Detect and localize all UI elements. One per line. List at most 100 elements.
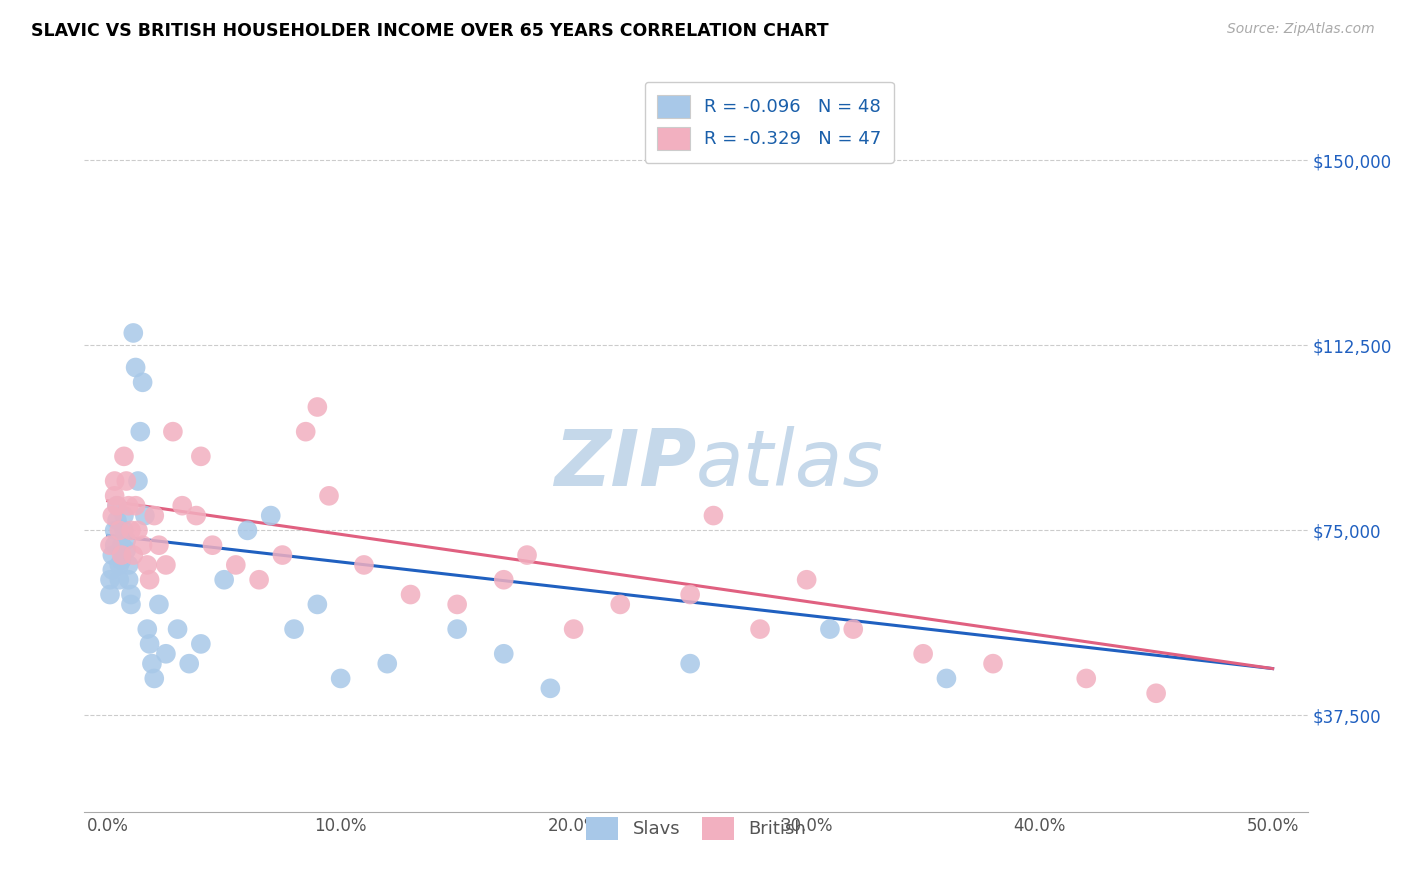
Point	[112, 450, 135, 464]
Point	[155, 647, 177, 661]
Point	[115, 474, 138, 488]
Point	[101, 548, 124, 562]
Point	[104, 474, 127, 488]
Point	[112, 508, 135, 523]
Point	[162, 425, 184, 439]
Point	[981, 657, 1004, 671]
Point	[190, 637, 212, 651]
Point	[236, 524, 259, 538]
Point	[108, 558, 131, 572]
Point	[446, 598, 468, 612]
Point	[127, 474, 149, 488]
Text: atlas: atlas	[696, 425, 884, 502]
Point	[912, 647, 935, 661]
Point	[172, 499, 194, 513]
Point	[1144, 686, 1167, 700]
Point	[294, 425, 316, 439]
Point	[143, 672, 166, 686]
Point	[117, 499, 139, 513]
Point	[247, 573, 270, 587]
Point	[127, 524, 149, 538]
Point	[318, 489, 340, 503]
Point	[115, 533, 138, 548]
Point	[399, 588, 422, 602]
Point	[101, 508, 124, 523]
Point	[271, 548, 294, 562]
Point	[98, 588, 121, 602]
Point	[375, 657, 398, 671]
Point	[148, 598, 170, 612]
Point	[112, 524, 135, 538]
Point	[492, 647, 515, 661]
Point	[120, 598, 142, 612]
Point	[155, 558, 177, 572]
Point	[105, 499, 128, 513]
Point	[818, 622, 841, 636]
Point	[225, 558, 247, 572]
Point	[186, 508, 208, 523]
Point	[138, 573, 160, 587]
Point	[201, 538, 224, 552]
Point	[129, 425, 152, 439]
Point	[143, 508, 166, 523]
Point	[935, 672, 957, 686]
Point	[1076, 672, 1098, 686]
Point	[111, 553, 134, 567]
Point	[141, 657, 163, 671]
Point	[516, 548, 538, 562]
Point	[609, 598, 631, 612]
Point	[108, 524, 131, 538]
Point	[138, 637, 160, 651]
Point	[353, 558, 375, 572]
Point	[679, 588, 702, 602]
Point	[136, 622, 159, 636]
Point	[104, 489, 127, 503]
Point	[134, 508, 156, 523]
Point	[122, 326, 145, 340]
Point	[105, 499, 128, 513]
Point	[122, 548, 145, 562]
Text: Source: ZipAtlas.com: Source: ZipAtlas.com	[1227, 22, 1375, 37]
Point	[131, 376, 153, 390]
Point	[148, 538, 170, 552]
Point	[260, 508, 283, 523]
Point	[117, 573, 139, 587]
Point	[124, 360, 146, 375]
Point	[111, 538, 134, 552]
Point	[842, 622, 865, 636]
Point	[749, 622, 772, 636]
Point	[538, 681, 561, 696]
Point	[190, 450, 212, 464]
Point	[101, 563, 124, 577]
Point	[105, 514, 128, 528]
Point	[115, 543, 138, 558]
Point	[179, 657, 201, 671]
Point	[796, 573, 818, 587]
Point	[679, 657, 702, 671]
Point	[124, 499, 146, 513]
Point	[562, 622, 585, 636]
Point	[283, 622, 305, 636]
Point	[307, 598, 329, 612]
Point	[111, 548, 134, 562]
Point	[131, 538, 153, 552]
Legend: Slavs, British: Slavs, British	[578, 809, 814, 847]
Point	[98, 573, 121, 587]
Point	[329, 672, 352, 686]
Point	[212, 573, 235, 587]
Point	[104, 538, 127, 552]
Point	[104, 524, 127, 538]
Point	[117, 558, 139, 572]
Point	[98, 538, 121, 552]
Point	[120, 524, 142, 538]
Point	[166, 622, 188, 636]
Text: SLAVIC VS BRITISH HOUSEHOLDER INCOME OVER 65 YEARS CORRELATION CHART: SLAVIC VS BRITISH HOUSEHOLDER INCOME OVE…	[31, 22, 828, 40]
Text: ZIP: ZIP	[554, 425, 696, 502]
Point	[136, 558, 159, 572]
Point	[108, 573, 131, 587]
Point	[702, 508, 724, 523]
Point	[492, 573, 515, 587]
Point	[120, 588, 142, 602]
Point	[446, 622, 468, 636]
Point	[307, 400, 329, 414]
